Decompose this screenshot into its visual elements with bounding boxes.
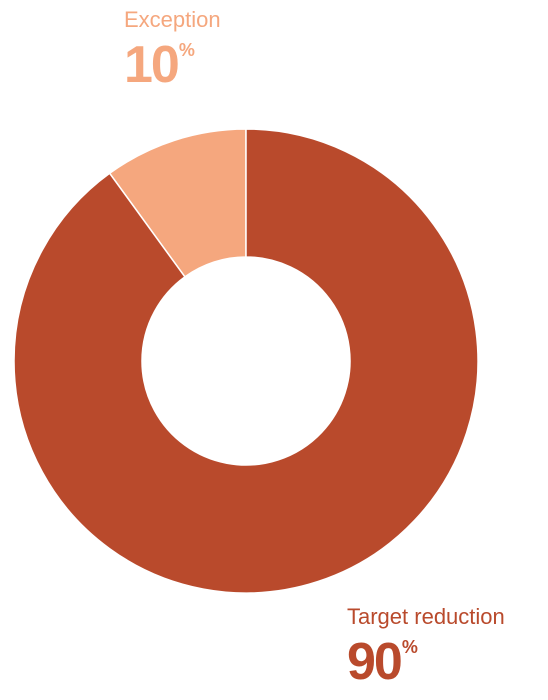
value-label-exception: 10%: [124, 39, 221, 91]
value-number-target-reduction: 90: [347, 633, 403, 691]
category-label-target-reduction: Target reduction: [347, 604, 505, 629]
percent-sign-exception: %: [178, 40, 195, 60]
donut-slice-target-reduction: [13, 128, 479, 594]
value-number-exception: 10: [124, 36, 180, 94]
category-label-exception: Exception: [124, 7, 221, 32]
percent-sign-target-reduction: %: [401, 637, 418, 657]
legend-label-target-reduction: Target reduction 90%: [347, 604, 505, 689]
value-label-target-reduction: 90%: [347, 636, 505, 688]
legend-label-exception: Exception 10%: [124, 7, 221, 92]
